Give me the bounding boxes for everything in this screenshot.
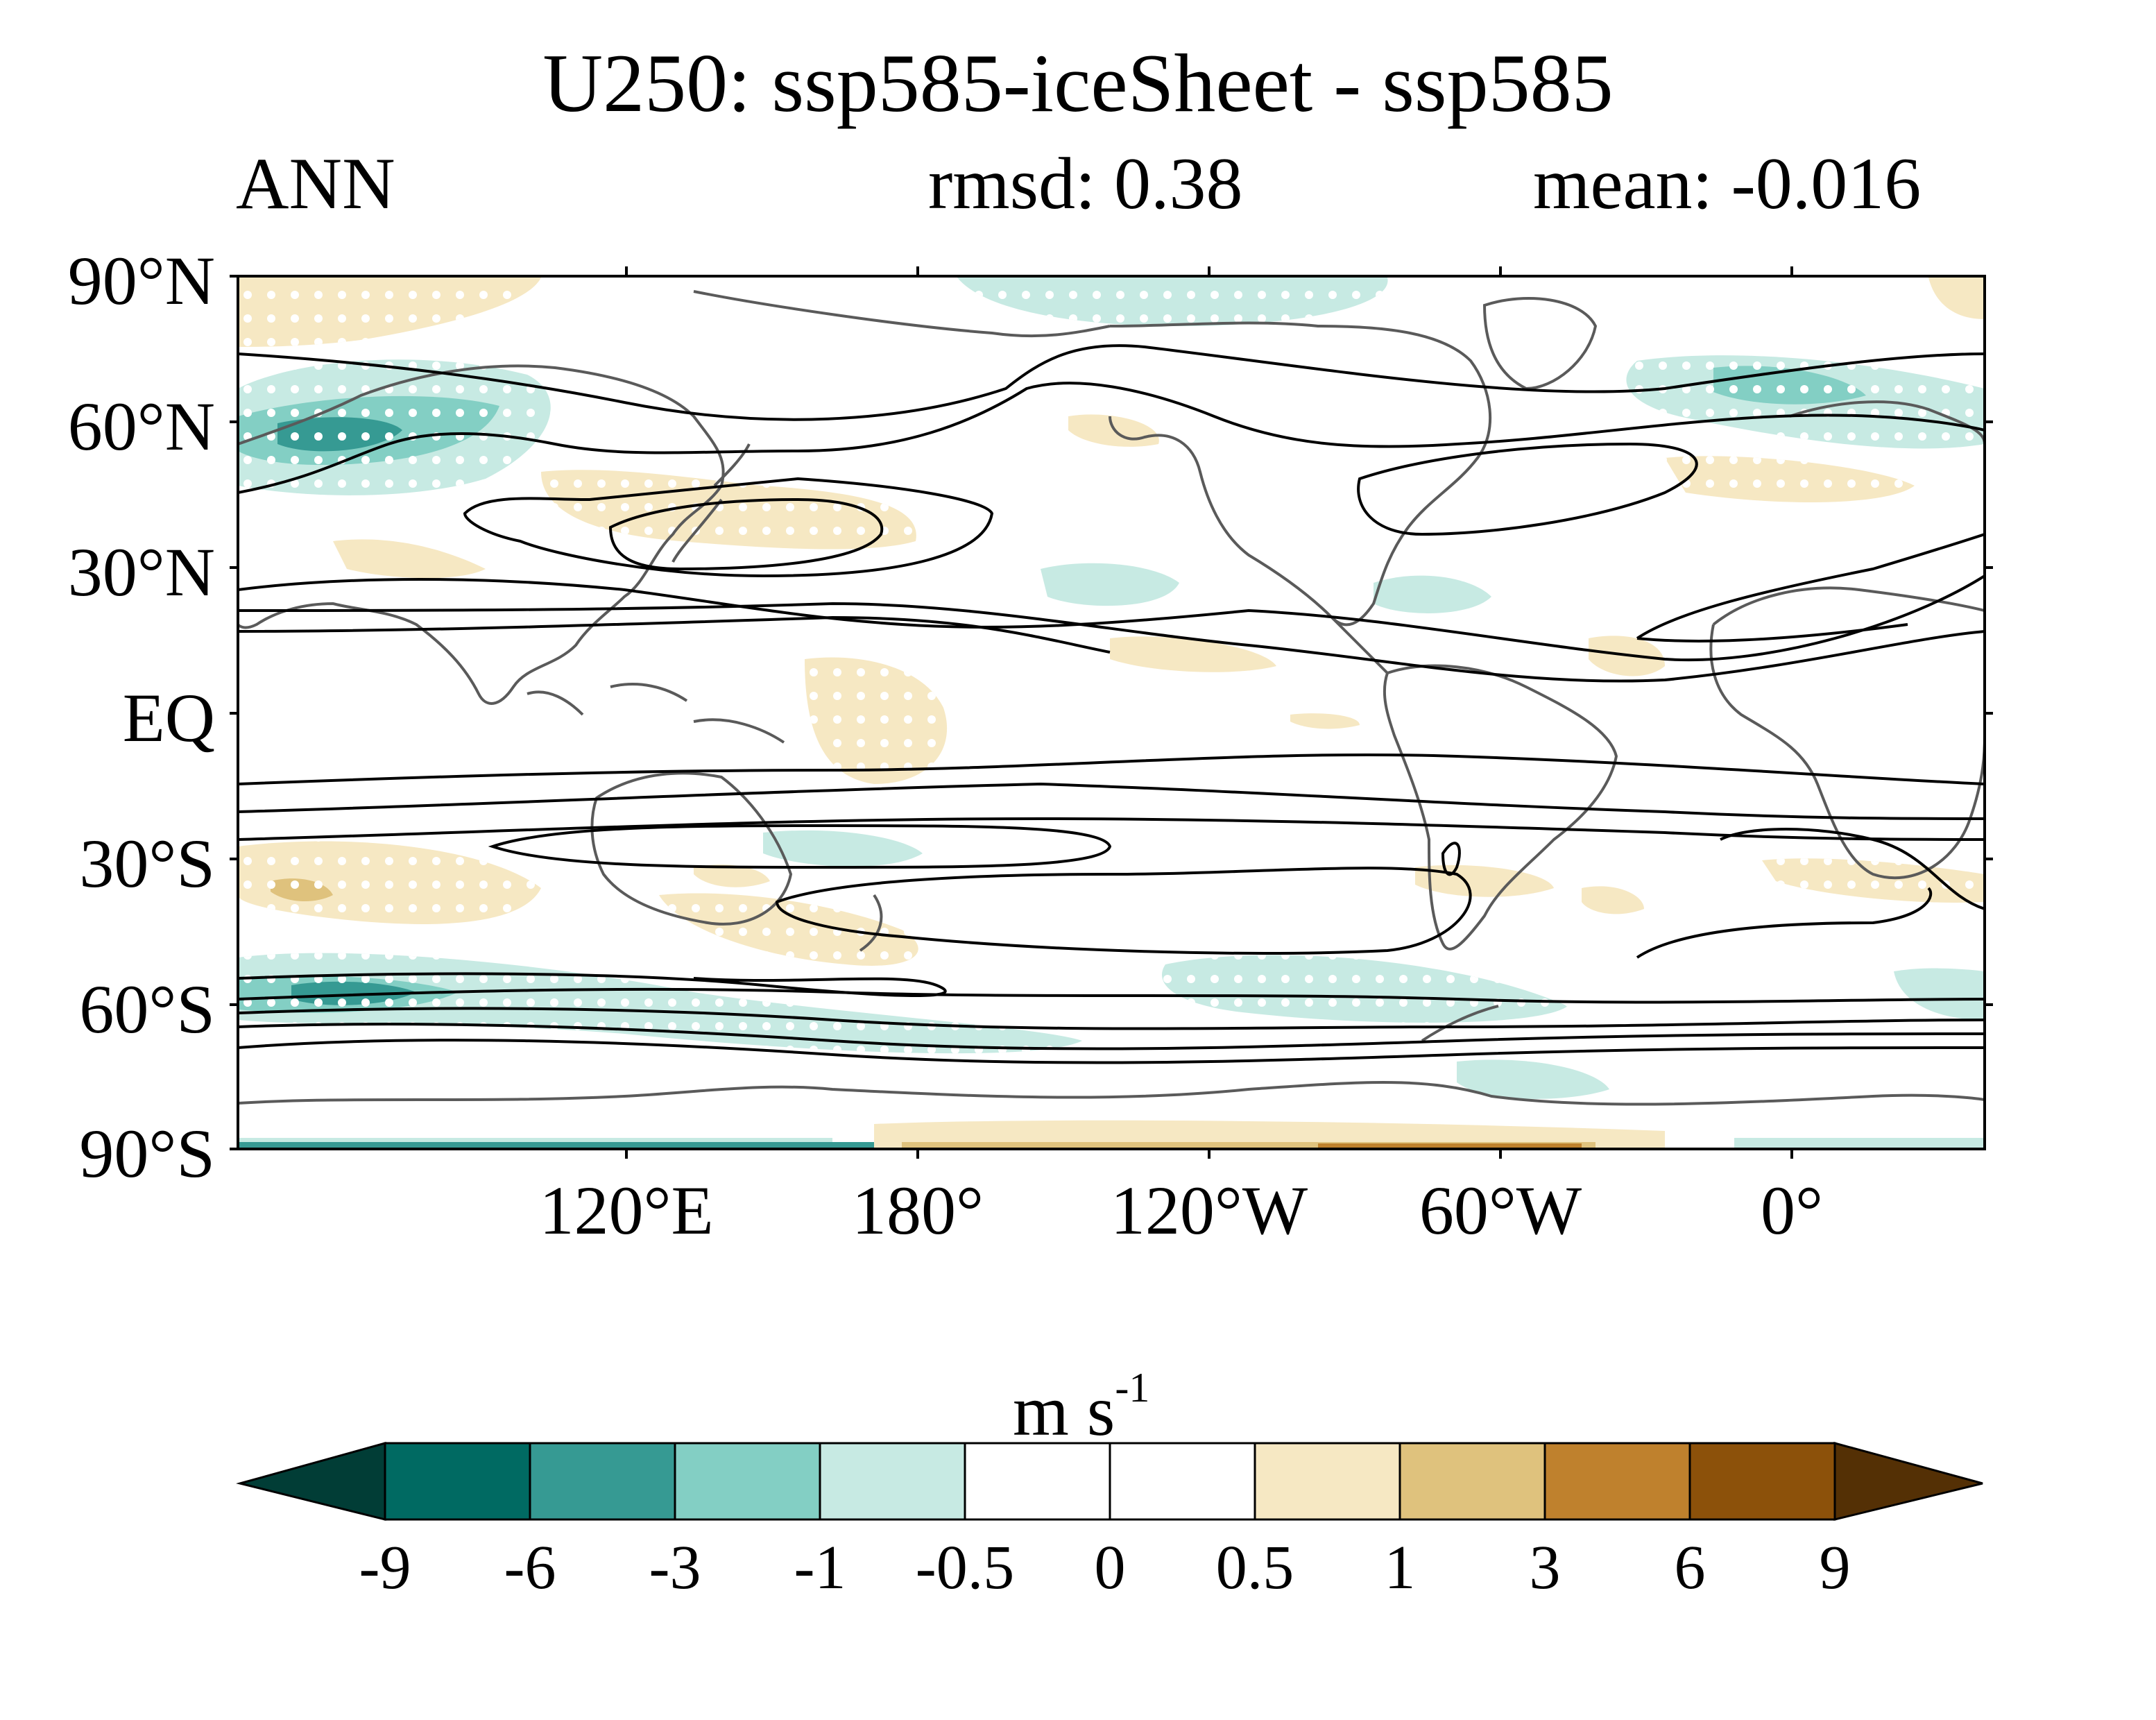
colorbar-bin-2 (529, 1442, 676, 1521)
colorbar-tick-label: 9 (1819, 1533, 1851, 1602)
colorbar-bin-4 (819, 1442, 966, 1521)
units-base: m s (1013, 1371, 1115, 1451)
colorbar-bin-7 (1254, 1442, 1401, 1521)
colorbar-tick-label: -6 (504, 1533, 556, 1602)
units-exponent: -1 (1115, 1365, 1150, 1411)
colorbar-tick-label: 6 (1674, 1533, 1706, 1602)
colorbar-bin-5 (964, 1442, 1111, 1521)
colorbar-units: m s-1 (1013, 1346, 1149, 1453)
colorbar-extend-low (236, 1442, 386, 1521)
colorbar-bin-10 (1688, 1442, 1836, 1521)
lat-label-30s: 30°S (79, 825, 215, 902)
colorbar-tick-label: -9 (359, 1533, 411, 1602)
lat-label-eq: EQ (122, 679, 215, 756)
lon-label-120e: 120°E (539, 1172, 714, 1249)
rmsd-label: rmsd: 0.38 (928, 143, 1243, 224)
season-label: ANN (236, 143, 395, 224)
colorbar-bin-3 (674, 1442, 821, 1521)
colorbar-bin-6 (1109, 1442, 1256, 1521)
map-area (238, 276, 1985, 1149)
lon-label-180: 180° (852, 1172, 984, 1249)
lon-label-120w: 120°W (1110, 1172, 1308, 1249)
mean-label: mean: -0.016 (1533, 143, 1922, 224)
colorbar-bin-9 (1543, 1442, 1691, 1521)
colorbar-bin-8 (1398, 1442, 1546, 1521)
colorbar-tick-label: -1 (794, 1533, 846, 1602)
lat-label-90s: 90°S (79, 1115, 215, 1192)
lat-label-60n: 60°N (67, 388, 215, 465)
colorbar-tick-label: 3 (1529, 1533, 1561, 1602)
colorbar-bin-1 (384, 1442, 531, 1521)
lon-label-60w: 60°W (1419, 1172, 1582, 1249)
colorbar-tick-label: 0 (1094, 1533, 1126, 1602)
colorbar-tick-label: -0.5 (915, 1533, 1015, 1602)
lat-label-30n: 30°N (67, 534, 215, 611)
map-frame (230, 266, 1993, 1159)
colorbar-tick-label: 1 (1384, 1533, 1416, 1602)
lon-label-0: 0° (1761, 1172, 1823, 1249)
strong-positive-regions (1318, 1143, 1582, 1149)
colorbar (236, 1442, 1983, 1521)
figure-title: U250: ssp585-iceSheet - ssp585 (542, 37, 1614, 129)
colorbar-tick-label: -3 (649, 1533, 701, 1602)
significance-stippling (238, 278, 1985, 1054)
lat-label-90n: 90°N (67, 242, 215, 319)
lat-label-60s: 60°S (79, 971, 215, 1048)
climatology-contours (238, 344, 1985, 1064)
colorbar-tick-label: 0.5 (1215, 1533, 1294, 1602)
colorbar-extend-high (1833, 1442, 1983, 1521)
